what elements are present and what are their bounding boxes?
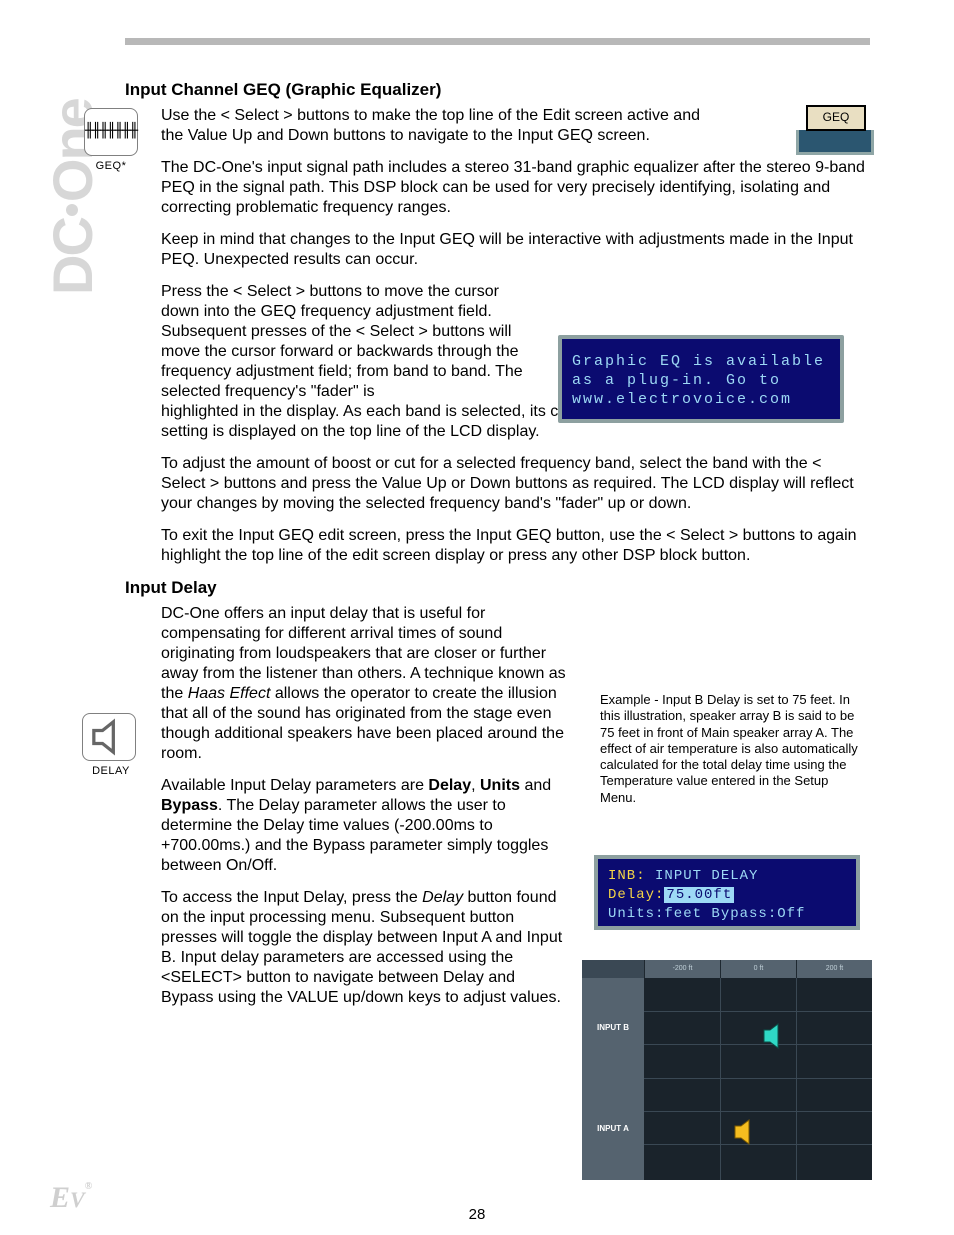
diag-row-b: INPUT B: [582, 978, 644, 1078]
geq-p5: To adjust the amount of boost or cut for…: [161, 454, 870, 514]
delay-p3a: To access the Input Delay, press the: [161, 889, 422, 906]
geq-lcd-screenshot: Graphic EQ is available as a plug-in. Go…: [558, 335, 844, 423]
diagram-header: -200 ft 0 ft 200 ft: [582, 960, 872, 978]
lcd2-line1: INB: INPUT DELAY: [608, 867, 846, 886]
lcd1-line3: www.electrovoice.com: [572, 391, 830, 410]
geq-p1: Use the < Select > buttons to make the t…: [161, 106, 716, 146]
delay-p2s3: Bypass: [161, 797, 218, 814]
speaker-a-icon: [733, 1118, 753, 1146]
geq-p6: To exit the Input GEQ edit screen, press…: [161, 526, 870, 566]
lcd2-l2b: 75.00ft: [664, 887, 734, 903]
diag-col-2: 200 ft: [796, 960, 872, 978]
geq-p2: The DC-One's input signal path includes …: [161, 158, 870, 218]
delay-diagram: -200 ft 0 ft 200 ft INPUT B INPUT A: [582, 960, 872, 1180]
top-rule: [125, 38, 870, 45]
delay-p1em: Haas Effect: [188, 685, 271, 702]
delay-p2: Available Input Delay parameters are Del…: [161, 776, 567, 876]
diagram-grid: [644, 978, 872, 1180]
delay-p2s2: Units: [480, 777, 520, 794]
delay-example-caption: Example - Input B Delay is set to 75 fee…: [600, 692, 862, 806]
lcd2-line3: Units:feet Bypass:Off: [608, 905, 846, 924]
diag-col-1: 0 ft: [720, 960, 796, 978]
delay-p2a: Available Input Delay parameters are: [161, 777, 428, 794]
diag-col-0: -200 ft: [644, 960, 720, 978]
delay-p3: To access the Input Delay, press the Del…: [161, 888, 567, 1008]
delay-p1: DC-One offers an input delay that is use…: [161, 604, 567, 764]
delay-lcd-screenshot: INB: INPUT DELAY Delay:75.00ft Units:fee…: [594, 855, 860, 930]
lcd1-line2: as a plug-in. Go to: [572, 372, 830, 391]
speaker-b-icon: [762, 1022, 782, 1050]
delay-p2d: . The Delay parameter allows the user to…: [161, 797, 548, 874]
ev-reg: ®: [85, 1181, 92, 1192]
delay-p2c: and: [520, 777, 551, 794]
diag-row-a: INPUT A: [582, 1078, 644, 1180]
lcd1-line1: Graphic EQ is available: [572, 353, 830, 372]
lcd2-line2: Delay:75.00ft: [608, 886, 846, 905]
lcd2-l1a: INB:: [608, 868, 655, 884]
delay-p3em: Delay: [422, 889, 463, 906]
geq-heading: Input Channel GEQ (Graphic Equalizer): [125, 80, 870, 100]
lcd2-l1b: INPUT DELAY: [655, 868, 758, 884]
page-number: 28: [0, 1206, 954, 1223]
geq-p4: Press the < Select > buttons to move the…: [161, 282, 541, 402]
delay-p2s1: Delay: [428, 777, 471, 794]
geq-p3: Keep in mind that changes to the Input G…: [161, 230, 870, 270]
lcd2-l2a: Delay:: [608, 887, 664, 903]
delay-heading: Input Delay: [125, 578, 870, 598]
delay-p2b: ,: [471, 777, 480, 794]
delay-p3b: button found on the input processing men…: [161, 889, 562, 1006]
